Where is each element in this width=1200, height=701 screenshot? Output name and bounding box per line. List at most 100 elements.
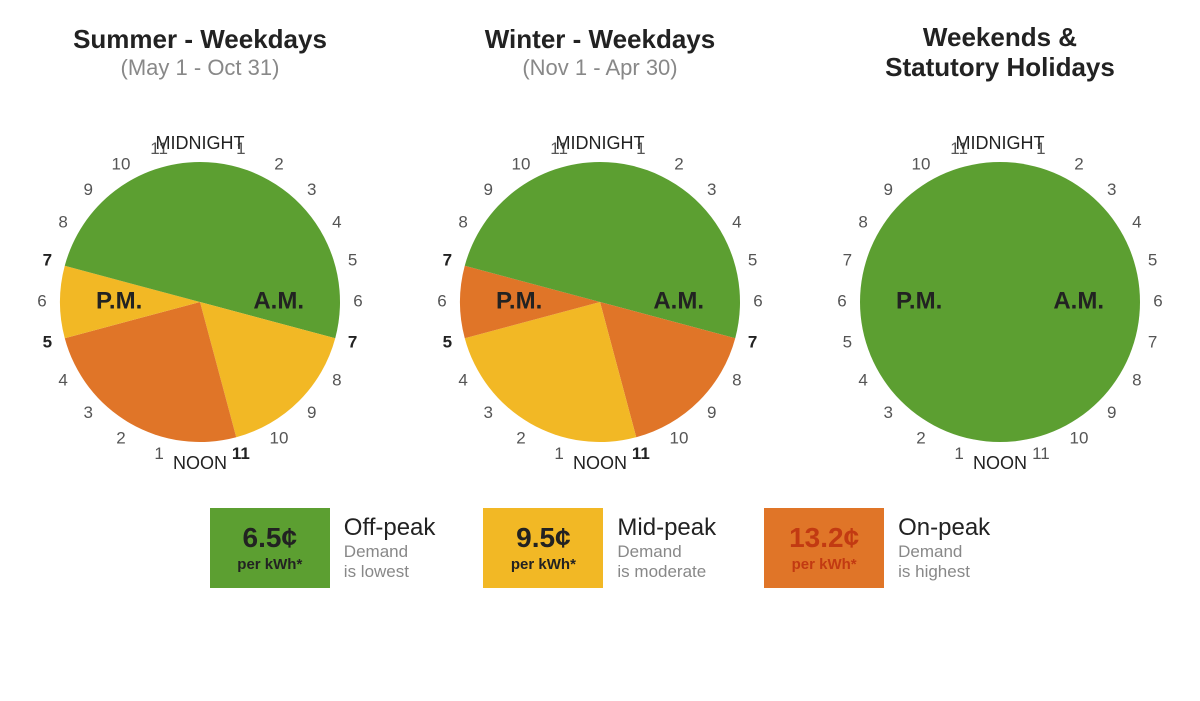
hour-label: 9 bbox=[707, 403, 716, 422]
hour-label: 5 bbox=[748, 251, 757, 270]
legend-unit: per kWh* bbox=[792, 556, 857, 573]
clock-panel: Summer - Weekdays(May 1 - Oct 31)1234567… bbox=[10, 18, 390, 482]
legend-name: Mid-peak bbox=[617, 514, 716, 542]
legend-unit: per kWh* bbox=[511, 556, 576, 573]
legend-unit: per kWh* bbox=[237, 556, 302, 573]
legend-desc-line: is highest bbox=[898, 562, 990, 582]
midnight-label: MIDNIGHT bbox=[156, 133, 245, 153]
legend-text: Mid-peakDemandis moderate bbox=[617, 514, 716, 581]
legend-swatch: 13.2¢ per kWh* bbox=[764, 508, 884, 588]
legend-text: On-peakDemandis highest bbox=[898, 514, 990, 581]
legend-price: 13.2¢ bbox=[789, 524, 859, 552]
hour-label: 7 bbox=[843, 251, 852, 270]
hour-label: 6 bbox=[1153, 291, 1162, 310]
hour-label: 8 bbox=[458, 212, 467, 231]
clock-subtitle: (May 1 - Oct 31) bbox=[73, 55, 327, 81]
hour-label: 10 bbox=[512, 155, 531, 174]
hour-label: 9 bbox=[484, 180, 493, 199]
hour-label: 11 bbox=[632, 444, 650, 463]
hour-label: 2 bbox=[916, 428, 925, 447]
clock-subtitle: (Nov 1 - Apr 30) bbox=[485, 55, 715, 81]
legend-price: 9.5¢ bbox=[516, 524, 571, 552]
hour-label: 9 bbox=[84, 180, 93, 199]
hour-label: 5 bbox=[843, 332, 852, 351]
legend-item: 6.5¢per kWh*Off-peakDemandis lowest bbox=[210, 508, 436, 588]
hour-label: 6 bbox=[37, 291, 46, 310]
hour-label: 2 bbox=[1074, 155, 1083, 174]
hour-label: 5 bbox=[443, 332, 452, 351]
tou-clock: 12345678910111234567891011MIDNIGHTNOONA.… bbox=[410, 102, 790, 482]
hour-label: 10 bbox=[112, 155, 131, 174]
hour-label: 7 bbox=[443, 251, 452, 270]
hour-label: 6 bbox=[437, 291, 446, 310]
hour-label: 2 bbox=[274, 155, 283, 174]
hour-label: 3 bbox=[484, 403, 493, 422]
hour-label: 10 bbox=[670, 428, 689, 447]
hour-label: 8 bbox=[1132, 370, 1141, 389]
midnight-label: MIDNIGHT bbox=[556, 133, 645, 153]
legend-name: On-peak bbox=[898, 514, 990, 542]
pm-label: P.M. bbox=[896, 287, 942, 314]
hour-label: 9 bbox=[307, 403, 316, 422]
hour-label: 1 bbox=[154, 444, 163, 463]
hour-label: 7 bbox=[1148, 332, 1157, 351]
legend-desc-line: Demand bbox=[898, 542, 990, 562]
hour-label: 4 bbox=[732, 212, 741, 231]
hour-label: 8 bbox=[732, 370, 741, 389]
legend-text: Off-peakDemandis lowest bbox=[344, 514, 436, 581]
hour-label: 4 bbox=[332, 212, 341, 231]
clock-heading: Summer - Weekdays(May 1 - Oct 31) bbox=[73, 18, 327, 88]
hour-label: 3 bbox=[884, 403, 893, 422]
legend-item: 13.2¢ per kWh* On-peakDemandis highest bbox=[764, 508, 990, 588]
hour-label: 9 bbox=[884, 180, 893, 199]
legend-row: 6.5¢per kWh*Off-peakDemandis lowest9.5¢p… bbox=[0, 508, 1200, 588]
am-label: A.M. bbox=[1053, 287, 1104, 314]
tou-clock: 12345678910111234567891011MIDNIGHTNOONA.… bbox=[810, 102, 1190, 482]
am-label: A.M. bbox=[253, 287, 304, 314]
hour-label: 3 bbox=[84, 403, 93, 422]
hour-label: 6 bbox=[837, 291, 846, 310]
am-label: A.M. bbox=[653, 287, 704, 314]
hour-label: 2 bbox=[516, 428, 525, 447]
tou-clock: 12345678910111234567891011MIDNIGHTNOONA.… bbox=[10, 102, 390, 482]
hour-label: 6 bbox=[753, 291, 762, 310]
hour-label: 5 bbox=[348, 251, 357, 270]
legend-desc-line: is lowest bbox=[344, 562, 436, 582]
clock-heading: Weekends &Statutory Holidays bbox=[885, 18, 1115, 88]
hour-label: 3 bbox=[1107, 180, 1116, 199]
clock-panel: Weekends &Statutory Holidays123456789101… bbox=[810, 18, 1190, 482]
clock-title: Summer - Weekdays bbox=[73, 25, 327, 55]
midnight-label: MIDNIGHT bbox=[956, 133, 1045, 153]
noon-label: NOON bbox=[173, 453, 227, 473]
hour-label: 2 bbox=[674, 155, 683, 174]
clocks-row: Summer - Weekdays(May 1 - Oct 31)1234567… bbox=[0, 18, 1200, 482]
clock-panel: Winter - Weekdays(Nov 1 - Apr 30)1234567… bbox=[410, 18, 790, 482]
hour-label: 8 bbox=[58, 212, 67, 231]
hour-label: 4 bbox=[58, 370, 67, 389]
hour-label: 5 bbox=[1148, 251, 1157, 270]
hour-label: 3 bbox=[307, 180, 316, 199]
hour-label: 8 bbox=[858, 212, 867, 231]
hour-label: 7 bbox=[348, 332, 357, 351]
legend-desc-line: Demand bbox=[617, 542, 716, 562]
hour-label: 11 bbox=[1032, 444, 1050, 463]
hour-label: 1 bbox=[554, 444, 563, 463]
hour-label: 5 bbox=[43, 332, 52, 351]
hour-label: 10 bbox=[1070, 428, 1089, 447]
hour-label: 4 bbox=[858, 370, 867, 389]
hour-label: 4 bbox=[458, 370, 467, 389]
legend-swatch: 6.5¢per kWh* bbox=[210, 508, 330, 588]
legend-item: 9.5¢ per kWh* Mid-peakDemandis moderate bbox=[483, 508, 716, 588]
hour-label: 1 bbox=[954, 444, 963, 463]
hour-label: 3 bbox=[707, 180, 716, 199]
legend-swatch: 9.5¢ per kWh* bbox=[483, 508, 603, 588]
hour-label: 4 bbox=[1132, 212, 1141, 231]
clock-title: Winter - Weekdays bbox=[485, 25, 715, 55]
hour-label: 7 bbox=[43, 251, 52, 270]
noon-label: NOON bbox=[573, 453, 627, 473]
hour-label: 6 bbox=[353, 291, 362, 310]
legend-name: Off-peak bbox=[344, 514, 436, 542]
noon-label: NOON bbox=[973, 453, 1027, 473]
clock-heading: Winter - Weekdays(Nov 1 - Apr 30) bbox=[485, 18, 715, 88]
hour-label: 11 bbox=[232, 444, 250, 463]
